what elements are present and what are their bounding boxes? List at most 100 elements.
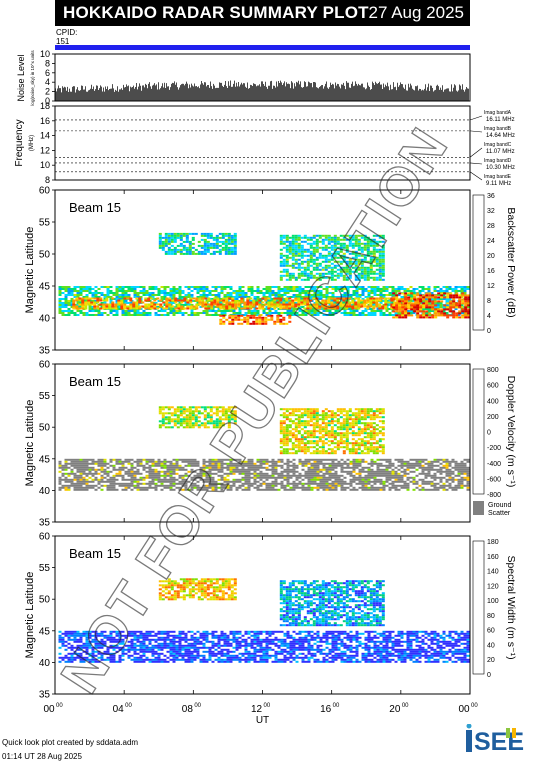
scatter-cell: [244, 462, 248, 465]
scatter-cell: [232, 468, 236, 471]
scatter-cell: [85, 462, 89, 465]
scatter-cell: [409, 294, 413, 296]
scatter-cell: [261, 305, 265, 308]
scatter-cell: [199, 288, 203, 290]
scatter-cell: [207, 297, 211, 300]
scatter-cell: [416, 292, 420, 295]
scatter-cell: [310, 310, 314, 312]
scatter-cell: [402, 301, 406, 304]
scatter-cell: [437, 312, 441, 315]
scatter-cell: [373, 310, 377, 312]
scatter-cell: [407, 314, 411, 317]
scatter-cell: [217, 286, 221, 288]
scatter-cell: [304, 290, 308, 292]
scatter-cell: [327, 254, 331, 257]
scatter-cell: [286, 464, 290, 467]
scatter-cell: [316, 488, 320, 491]
scatter-cell: [452, 304, 456, 307]
scatter-cell: [404, 308, 408, 311]
scatter-cell: [452, 310, 456, 313]
scatter-cell: [79, 292, 83, 294]
scatter-cell: [312, 250, 316, 253]
scatter-cell: [253, 298, 257, 300]
scatter-cell: [325, 292, 329, 294]
scatter-cell: [184, 478, 188, 481]
scatter-cell: [64, 302, 68, 304]
scatter-cell: [331, 486, 335, 489]
scatter-cell: [404, 310, 408, 313]
scatter-cell: [208, 306, 212, 308]
scatter-cell: [313, 466, 317, 469]
scatter-cell: [416, 314, 420, 317]
scatter-cell: [310, 468, 314, 471]
scatter-cell: [355, 476, 359, 479]
scatter-cell: [298, 288, 302, 290]
scatter-cell: [142, 482, 146, 485]
scatter-cell: [130, 484, 134, 487]
scatter-cell: [191, 238, 195, 241]
scatter-cell: [295, 474, 299, 477]
scatter-cell: [306, 254, 310, 257]
scatter-cell: [67, 484, 71, 487]
scatter-cell: [358, 460, 362, 463]
scatter-cell: [404, 304, 408, 307]
scatter-cell: [228, 320, 232, 323]
scatter-cell: [163, 304, 167, 306]
scatter-cell: [189, 305, 193, 308]
noise-y-tick-label: 6: [45, 68, 50, 78]
scatter-cell: [294, 252, 298, 255]
scatter-cell: [328, 468, 332, 471]
scatter-cell: [121, 292, 125, 294]
scatter-cell: [409, 458, 413, 461]
scatter-cell: [325, 286, 329, 288]
scatter-cell: [220, 484, 224, 487]
scatter-cell: [298, 458, 302, 461]
frequency-band-name: Imag bandA: [484, 110, 512, 116]
scatter-cell: [297, 248, 301, 251]
scatter-cell: [187, 296, 191, 298]
scatter-cell: [321, 303, 325, 306]
scatter-cell: [184, 294, 188, 296]
scatter-cell: [358, 480, 362, 483]
scatter-cell: [163, 470, 167, 473]
scatter-cell: [199, 466, 203, 469]
scatter-cell: [88, 288, 92, 290]
scatter-cell: [274, 484, 278, 487]
scatter-cell: [142, 464, 146, 467]
scatter-cell: [109, 484, 113, 487]
scatter-cell: [205, 294, 209, 296]
scatter-cell: [425, 302, 429, 305]
scatter-cell: [82, 288, 86, 290]
scatter-cell: [166, 470, 170, 473]
scatter-cell: [339, 248, 343, 251]
scatter-cell: [422, 294, 426, 297]
scatter-cell: [366, 236, 370, 239]
scatter-cell: [354, 268, 358, 271]
scatter-cell: [163, 288, 167, 290]
scatter-cell: [211, 286, 215, 288]
scatter-cell: [64, 460, 68, 463]
scatter-cell: [352, 464, 356, 467]
scatter-cell: [274, 294, 278, 296]
scatter-cell: [427, 290, 431, 292]
scatter-cell: [330, 258, 334, 261]
scatter-cell: [310, 486, 314, 489]
scatter-cell: [366, 246, 370, 249]
scatter-cell: [421, 290, 425, 292]
scatter-cell: [463, 290, 467, 292]
scatter-cell: [246, 299, 250, 302]
scatter-cell: [422, 316, 426, 319]
scatter-cell: [304, 296, 308, 298]
scatter-cell: [334, 286, 338, 288]
scatter-cell: [449, 292, 453, 295]
scatter-cell: [223, 484, 227, 487]
scatter-cell: [268, 286, 272, 288]
frequency-y-tick-label: 18: [40, 101, 50, 111]
scatter-cell: [136, 468, 140, 471]
scatter-cell: [439, 298, 443, 300]
scatter-cell: [367, 478, 371, 481]
scatter-cell: [343, 308, 347, 310]
scatter-cell: [306, 268, 310, 271]
scatter-cell: [372, 244, 376, 247]
scatter-cell: [224, 238, 228, 241]
